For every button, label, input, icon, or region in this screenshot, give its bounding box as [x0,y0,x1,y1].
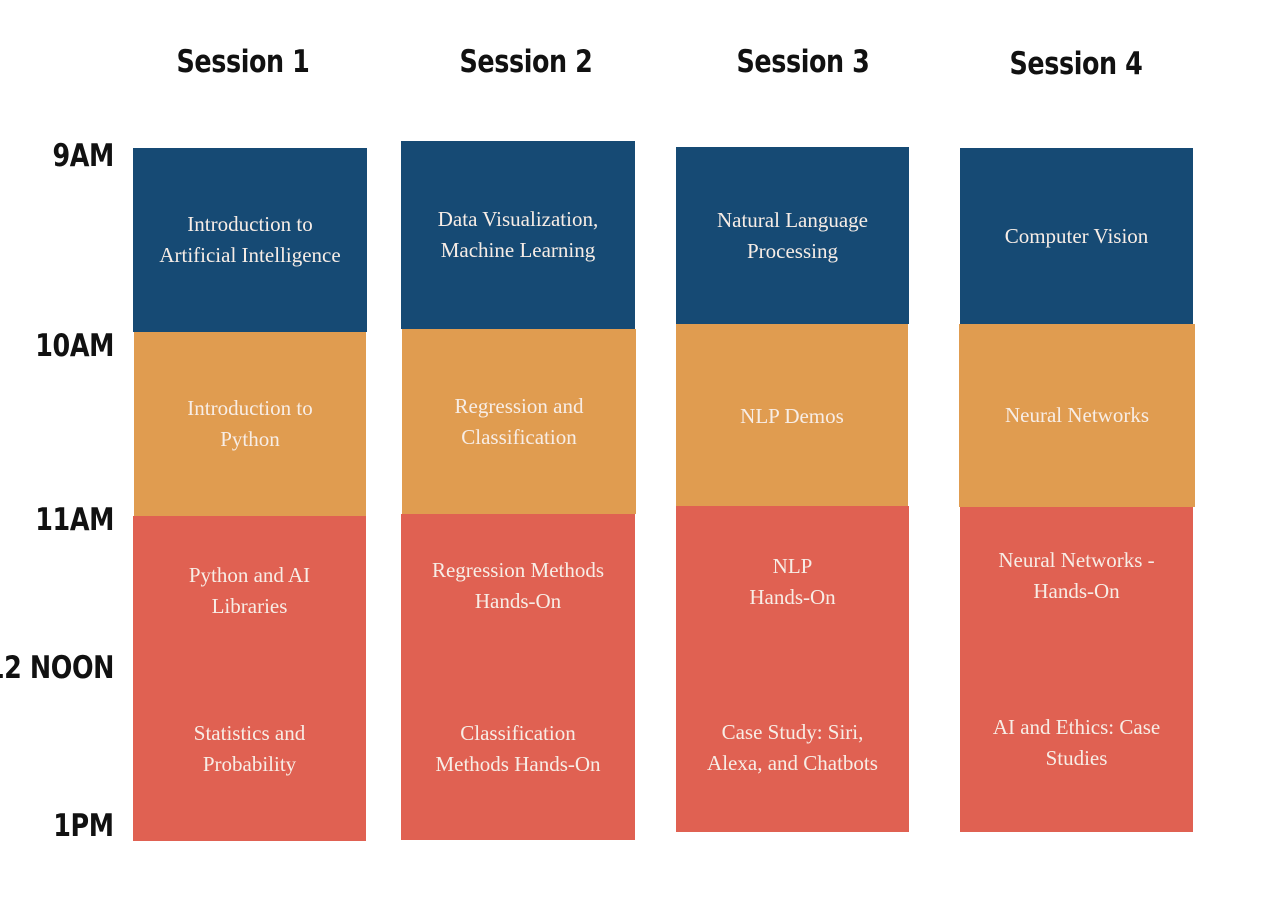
session-4-block-4-label: AI and Ethics: Case Studies [992,715,1161,770]
session-1-header: Session 1 [176,44,310,80]
session-4-block-2: Neural Networks [959,324,1195,507]
session-2-block-4-label: Classification Methods Hands-On [435,721,601,776]
session-1-block-4-label: Statistics and Probability [193,721,306,776]
session-3-block-4-label: Case Study: Siri, Alexa, and Chatbots [707,720,878,775]
session-4-block-1-label: Computer Vision [1004,223,1149,248]
session-2-block-3-label: Regression Methods Hands-On [431,558,605,613]
session-1-block-1-label: Introduction to Artificial Intelligence [159,212,341,267]
session-4-red-stack: Neural Networks - Hands-On AI and Ethics… [960,507,1193,832]
session-1-block-1: Introduction to Artificial Intelligence [133,148,367,332]
session-1-red-stack: Python and AI Libraries Statistics and P… [133,516,366,841]
session-2-block-2-label: Regression and Classification [454,393,584,449]
session-2-block-1-label: Data Visualization, Machine Learning [437,207,599,262]
session-2-block-2: Regression and Classification [402,329,636,514]
session-2-red-stack: Regression Methods Hands-On Classificati… [401,514,635,840]
session-3-header: Session 3 [736,44,870,80]
session-1-block-2-label: Introduction to Python [187,396,313,451]
session-1-block-2: Introduction to Python [134,332,366,516]
session-4-block-1: Computer Vision [960,148,1193,324]
session-3-block-2-label: NLP Demos [740,403,844,428]
session-3-block-2: NLP Demos [676,324,908,508]
session-1-block-3-label: Python and AI Libraries [188,563,311,618]
session-4-block-3-label: Neural Networks - Hands-On [998,548,1155,603]
time-label-11am: 11AM [35,502,114,538]
session-3-block-3-label: NLP Hands-On [749,554,836,609]
session-3-block-1-label: Natural Language Processing [716,207,868,263]
time-label-10am: 10AM [35,328,114,364]
session-2-header: Session 2 [459,44,593,80]
time-label-9am: 9AM [52,138,115,174]
session-4-block-2-label: Neural Networks [1004,403,1150,427]
time-label-12-noon: 12 NOON [0,650,114,686]
session-3-block-1: Natural Language Processing [676,147,909,324]
session-3-red-stack: NLP Hands-On Case Study: Siri, Alexa, an… [676,506,909,832]
session-4-header: Session 4 [1009,46,1143,82]
time-label-1pm: 1PM [53,808,115,844]
session-2-block-1: Data Visualization, Machine Learning [401,141,635,329]
